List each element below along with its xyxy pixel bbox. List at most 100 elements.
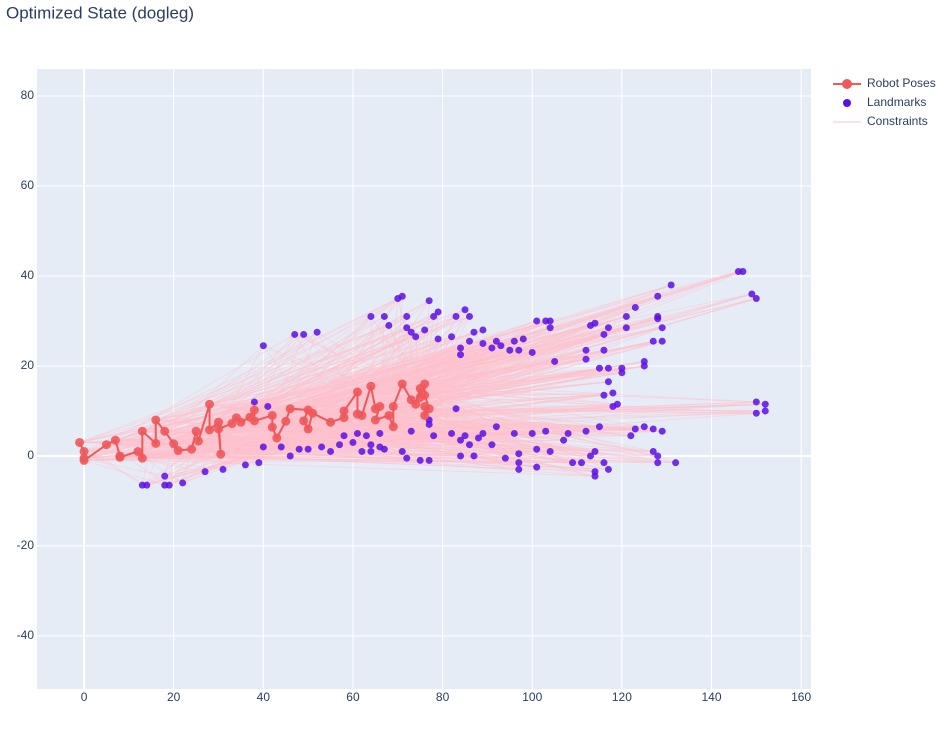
constraint [115, 439, 183, 484]
x-tick-label: 20 [167, 690, 181, 704]
constraint [285, 358, 587, 422]
constraint [415, 336, 421, 389]
landmark [528, 348, 536, 356]
constraint [218, 315, 627, 423]
constraint [220, 450, 331, 455]
landmark [600, 391, 608, 399]
constraint [218, 401, 757, 423]
constraint [294, 334, 403, 385]
landmark [752, 409, 760, 417]
constraint [209, 340, 654, 431]
constraint [379, 405, 766, 412]
constraint [411, 399, 654, 452]
constraint [312, 340, 470, 414]
constraint [155, 419, 345, 437]
constraint [290, 340, 515, 410]
constraint [343, 320, 551, 419]
constraint [220, 306, 636, 455]
constraint [307, 413, 358, 450]
legend-label: Landmarks [867, 95, 926, 109]
constraint [196, 426, 600, 432]
constraint [83, 340, 470, 459]
constraint [424, 403, 766, 416]
pose [216, 449, 226, 459]
pose [272, 433, 282, 443]
landmark [672, 459, 680, 467]
landmark [465, 312, 473, 320]
x-tick-label: 60 [346, 690, 360, 704]
constraint [276, 437, 519, 470]
landmark [457, 344, 465, 352]
constraint [231, 325, 390, 424]
constraint [209, 327, 627, 431]
constraint [155, 410, 766, 444]
landmark [425, 420, 433, 428]
constraint [155, 345, 264, 444]
constraint [415, 360, 555, 405]
constraint [142, 354, 461, 432]
landmark [465, 441, 473, 449]
constraint [198, 440, 506, 459]
pose [420, 410, 430, 420]
constraint [115, 329, 484, 441]
constraint [402, 383, 654, 430]
constraint [209, 336, 416, 405]
landmark [510, 429, 518, 437]
landmark [430, 432, 438, 440]
constraint [420, 372, 622, 389]
constraint [119, 347, 493, 457]
constraint [428, 311, 439, 409]
constraint [343, 417, 676, 464]
constraint [330, 284, 672, 423]
constraint [424, 324, 591, 396]
landmark [367, 447, 375, 455]
constraint [361, 349, 587, 416]
constraint [106, 334, 295, 446]
constraint [196, 430, 654, 452]
constraint [370, 300, 430, 387]
constraint [84, 450, 537, 468]
constraint [285, 420, 519, 464]
pose [339, 406, 349, 416]
constraint [115, 426, 497, 441]
constraint [289, 316, 372, 410]
constraint [343, 410, 569, 434]
constraint [119, 456, 658, 464]
constraint [106, 439, 564, 446]
landmark [492, 337, 500, 345]
constraint [330, 421, 434, 437]
constraint [392, 340, 470, 428]
constraint [276, 345, 502, 439]
constraint [79, 338, 439, 443]
constraint [357, 270, 744, 393]
x-tick-label: 120 [612, 690, 632, 704]
constraint [393, 426, 663, 432]
constraint [142, 423, 233, 486]
landmark [667, 281, 675, 289]
landmark [654, 459, 662, 467]
landmark [457, 452, 465, 460]
pose [205, 425, 215, 435]
landmark [600, 330, 608, 338]
constraint [155, 311, 439, 444]
constraint [178, 284, 672, 452]
constraint [204, 391, 358, 473]
constraint [370, 385, 618, 405]
constraint [424, 394, 466, 437]
constraint [83, 284, 672, 461]
pose [133, 446, 143, 456]
landmark [748, 290, 756, 298]
constraint [290, 324, 591, 410]
constraint [155, 333, 605, 421]
constraint [79, 401, 255, 443]
landmark [259, 342, 267, 350]
pose [370, 415, 380, 425]
landmark [515, 459, 523, 467]
constraint [393, 426, 596, 477]
constraint [173, 430, 663, 445]
constraint [402, 367, 609, 385]
constraint [119, 448, 309, 458]
constraint [79, 442, 143, 486]
landmark [640, 357, 648, 365]
constraint [402, 383, 564, 441]
